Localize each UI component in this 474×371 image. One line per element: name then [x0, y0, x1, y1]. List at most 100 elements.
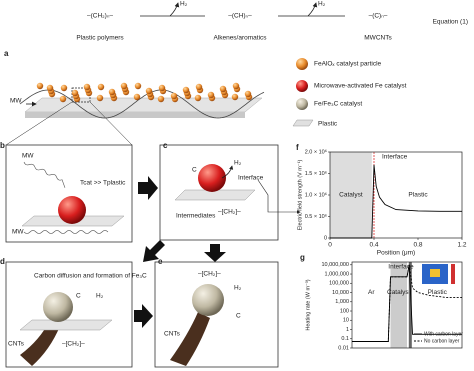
region-label: Catalyst [387, 289, 411, 296]
plastic-slab-side [25, 112, 245, 118]
particle [46, 84, 54, 92]
inset-colorbar [451, 264, 455, 284]
data-line [330, 164, 462, 239]
y-tick-label: 1,000 [335, 299, 349, 305]
particle [133, 93, 141, 101]
hydrogen: H₂ [96, 293, 104, 300]
catalyst [43, 292, 73, 322]
y-tick-label: 0.5 × 10⁶ [305, 213, 327, 220]
legend-icon [296, 58, 308, 70]
particle [36, 82, 44, 90]
cnt [170, 312, 210, 366]
region [330, 152, 372, 238]
region-label: Plastic [428, 289, 448, 296]
panel-label: d [0, 257, 5, 266]
y-tick-label: 1.5 × 10⁶ [305, 170, 327, 177]
polymer: –[CH₂]– [62, 341, 85, 348]
region-label: Ar [368, 289, 375, 296]
y-tick-label: 0.1 [341, 336, 349, 342]
particle [195, 83, 203, 91]
particle [194, 94, 202, 102]
legend-text: FeAlOₓ catalyst particle [314, 61, 382, 68]
zoom-line [89, 101, 133, 146]
catalyst [198, 164, 226, 192]
panel-box [154, 261, 279, 368]
legend-icon [292, 119, 314, 127]
process-arrow [143, 240, 165, 262]
interface-label: Interface [382, 154, 408, 161]
panel-e: e –[CH₂]– H₂ C CNTs [154, 257, 279, 368]
panel-label: b [0, 141, 5, 150]
panel-label: g [300, 253, 305, 262]
intermediate: –(CH)ₙ– [228, 13, 252, 20]
panel-box [159, 144, 279, 241]
particle [96, 94, 104, 102]
interface: Interface [238, 175, 264, 182]
wave [19, 89, 265, 119]
carbon: C [76, 293, 81, 300]
equation: –(CH₂)ₙ– Plastic polymers H₂ –(CH)ₙ– Alk… [76, 1, 468, 42]
particle [158, 84, 166, 92]
interface-label: Interface [388, 264, 414, 271]
panel-label: f [296, 143, 299, 152]
y-tick-label: 0.01 [338, 345, 349, 351]
particle [157, 95, 165, 103]
plastic-slab [19, 319, 113, 331]
x-tick-label: 1.2 [457, 242, 466, 249]
y-tick-label: 2.0 × 10⁶ [305, 148, 327, 155]
panel-d: d Carbon diffusion and formation of Fe₃C… [0, 257, 147, 368]
legend-text: With carbon layer [424, 331, 463, 337]
cnts: CNTs [8, 341, 25, 348]
carbon: C [192, 167, 197, 174]
region-label: Plastic [408, 192, 428, 199]
carbon: C [236, 313, 241, 320]
panel-b: b MW Tcat >> Tplastic MW [0, 141, 133, 243]
legend-icon [296, 80, 308, 92]
data-line [352, 264, 462, 342]
axes-frame [351, 261, 463, 349]
y-axis-label: Electric field strength (V m⁻¹) [297, 159, 303, 230]
y-tick-label: 10,000,000 [321, 262, 349, 268]
y-tick-label: 0 [324, 235, 327, 241]
particle [182, 86, 190, 94]
byproduct: H₂ [180, 1, 188, 8]
legend-text: Plastic [318, 121, 338, 128]
y-tick-label: 1.0 × 10⁶ [305, 191, 327, 198]
process-arrow [204, 244, 226, 262]
data-line [352, 264, 462, 342]
panel-c: c C H₂ Interface Intermediates –[CH₂]– [159, 141, 301, 241]
y-tick-label: 1 [346, 327, 349, 333]
y-tick-label: 100,000 [329, 281, 349, 287]
link-arrow [257, 179, 301, 214]
product-name: MWCNTs [364, 35, 392, 42]
arrow [278, 3, 345, 17]
particle [83, 83, 91, 91]
y-tick-label: 10 [343, 318, 349, 324]
x-tick-label: 0.4 [369, 242, 378, 249]
particle [108, 88, 116, 96]
y-tick-label: 1,000,000 [325, 271, 349, 277]
arrow [221, 165, 234, 179]
legend-text: Fe/Fe₃C catalyst [314, 101, 362, 108]
plastic-slab [174, 189, 256, 201]
polymer: –[CH₂]– [218, 209, 241, 216]
region [390, 262, 407, 348]
temperature: Tcat >> Tplastic [80, 180, 126, 187]
particle [207, 91, 215, 99]
process-arrow [134, 304, 153, 328]
wave [23, 161, 66, 188]
zoom-line [5, 101, 73, 146]
intermediate-name: Alkenes/aromatics [213, 35, 267, 42]
catalyst [58, 196, 86, 224]
legend-text: No carbon layer [424, 338, 460, 344]
particle [145, 87, 153, 95]
reactant-name: Plastic polymers [76, 35, 124, 42]
y-tick-label: 10,000 [332, 290, 349, 296]
particle [231, 93, 239, 101]
panel-label: e [158, 257, 163, 266]
particle [134, 82, 142, 90]
hydrogen: H₂ [234, 160, 242, 167]
particle [59, 95, 67, 103]
catalyst [192, 284, 224, 316]
particle [97, 83, 105, 91]
